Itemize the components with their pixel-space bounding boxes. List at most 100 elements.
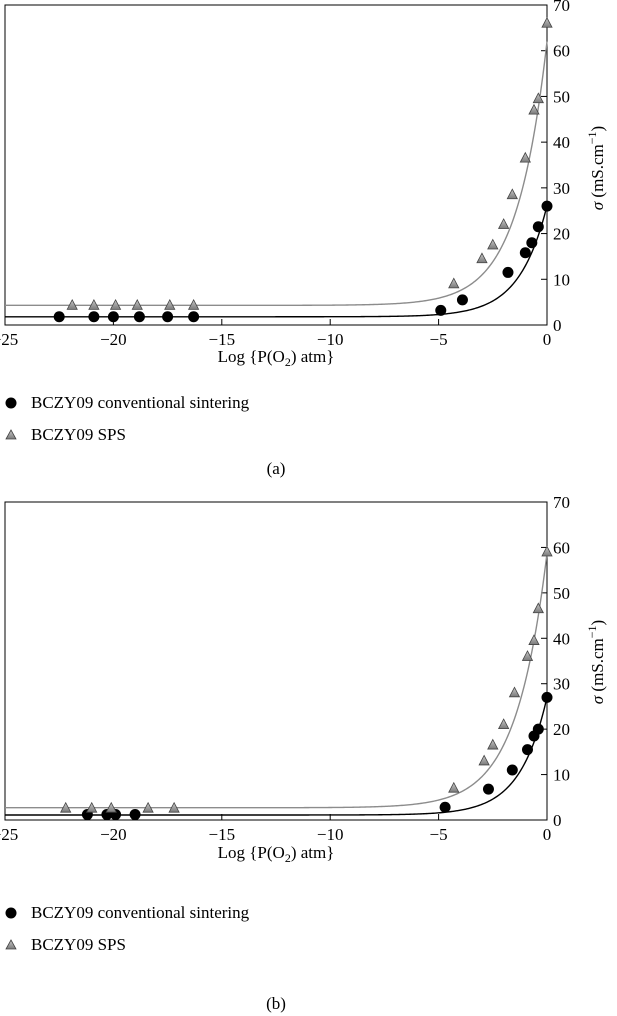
x-tick-label: −10 <box>317 825 344 844</box>
x-tick-label: −5 <box>430 825 448 844</box>
data-point-circle <box>541 200 553 212</box>
data-point-circle <box>519 247 531 259</box>
data-point-triangle <box>521 650 534 661</box>
legend-marker-circle <box>5 397 17 409</box>
y-axis-label: σ (mS.cm−1) <box>585 126 607 210</box>
legend: BCZY09 conventional sintering BCZY09 SPS <box>5 903 250 954</box>
y-axis-label: σ (mS.cm−1) <box>585 620 607 704</box>
x-tick-label: −15 <box>209 825 236 844</box>
data-point-triangle <box>86 801 98 813</box>
data-point-circle <box>532 221 544 233</box>
y-tick-label: 30 <box>553 675 570 694</box>
x-tick-label: −25 <box>0 330 18 349</box>
data-point-triangle <box>164 298 176 310</box>
data-point-circle <box>53 311 65 323</box>
data-point-circle <box>133 311 145 323</box>
legend-label: BCZY09 conventional sintering <box>31 903 250 922</box>
legend-marker-circle <box>5 907 17 919</box>
legend-marker-triangle <box>5 429 17 440</box>
data-point-triangle <box>528 634 540 645</box>
x-axis-label: Log {P(O2) atm} <box>218 347 335 369</box>
chart-panel-a: −25 −20 −15 −10 −5 0 0 10 20 30 40 50 60 70 Log {P(O… <box>0 0 607 478</box>
x-tick-label: 0 <box>543 825 552 844</box>
legend-label: BCZY09 SPS <box>31 935 126 954</box>
data-point-triangle <box>497 218 510 229</box>
data-point-triangle <box>66 298 78 310</box>
data-point-triangle <box>478 754 490 766</box>
data-point-circle <box>188 311 200 323</box>
legend-label: BCZY09 SPS <box>31 425 126 444</box>
y-tick-label: 40 <box>553 133 570 152</box>
y-tick-label: 70 <box>553 493 570 512</box>
plot-frame <box>4 4 548 326</box>
data-point-circle <box>162 311 174 323</box>
data-point-triangle <box>105 801 117 813</box>
y-tick-label: 60 <box>553 42 570 61</box>
data-point-triangle <box>448 277 460 289</box>
data-point-triangle <box>476 252 488 264</box>
x-tick-label: −20 <box>100 825 127 844</box>
y-tick-label: 50 <box>553 584 570 603</box>
data-point-circle <box>541 691 553 703</box>
fit-curves <box>5 41 548 318</box>
data-point-triangle <box>519 151 531 163</box>
data-point-triangle <box>109 298 122 310</box>
data-point-triangle <box>541 545 553 557</box>
data-point-circle <box>526 237 538 249</box>
x-tick-label: −5 <box>430 330 448 349</box>
y-tick-label: 20 <box>553 225 570 244</box>
y-axis: 0 10 20 30 40 50 60 70 <box>541 0 570 335</box>
data-point-circle <box>482 783 494 795</box>
fit-curve <box>5 41 548 307</box>
data-point-triangle <box>506 188 518 200</box>
data-point-triangle <box>187 298 200 310</box>
panel-label: (a) <box>267 459 286 478</box>
data-point-triangle <box>448 781 460 793</box>
y-tick-label: 70 <box>553 0 570 15</box>
x-tick-label: −25 <box>0 825 18 844</box>
x-tick-label: 0 <box>543 330 552 349</box>
data-point-circle <box>107 311 119 323</box>
y-tick-label: 0 <box>553 811 562 830</box>
panel-label: (b) <box>266 994 286 1013</box>
y-tick-label: 10 <box>553 270 570 289</box>
y-tick-label: 30 <box>553 179 570 198</box>
y-tick-label: 0 <box>553 316 562 335</box>
data-point-triangle <box>541 16 553 28</box>
data-point-circle <box>502 266 514 278</box>
data-point-triangle <box>532 602 544 614</box>
x-tick-label: −20 <box>100 330 127 349</box>
fit-curve <box>5 553 548 809</box>
data-markers <box>53 16 553 323</box>
data-point-circle <box>435 304 447 316</box>
plot-frame <box>4 501 548 821</box>
data-point-triangle <box>131 298 143 310</box>
data-markers <box>60 545 553 821</box>
legend-marker-triangle <box>5 939 17 950</box>
data-point-triangle <box>142 801 154 813</box>
y-tick-label: 20 <box>553 720 570 739</box>
fit-curve <box>5 697 548 816</box>
chart-panel-b: −25 −20 −15 −10 −5 0 0 10 20 30 40 50 60 70 Log {P(O… <box>0 493 607 1013</box>
data-point-circle <box>521 744 533 756</box>
data-point-circle <box>456 294 468 306</box>
x-axis: −25 −20 −15 −10 −5 0 <box>0 319 551 349</box>
data-point-triangle <box>487 738 499 750</box>
y-tick-label: 50 <box>553 87 570 106</box>
data-point-circle <box>506 764 518 776</box>
data-point-circle <box>129 809 141 821</box>
y-tick-label: 60 <box>553 538 570 557</box>
y-tick-label: 10 <box>553 766 570 785</box>
data-point-circle <box>88 311 100 323</box>
data-point-circle <box>532 723 544 735</box>
data-point-circle <box>439 801 451 813</box>
data-point-triangle <box>88 298 100 310</box>
data-point-triangle <box>487 238 499 250</box>
data-point-triangle <box>168 801 180 813</box>
data-point-triangle <box>532 92 544 104</box>
legend-label: BCZY09 conventional sintering <box>31 393 250 412</box>
data-point-triangle <box>528 103 540 115</box>
x-tick-label: −10 <box>317 330 344 349</box>
fit-curves <box>5 553 548 816</box>
